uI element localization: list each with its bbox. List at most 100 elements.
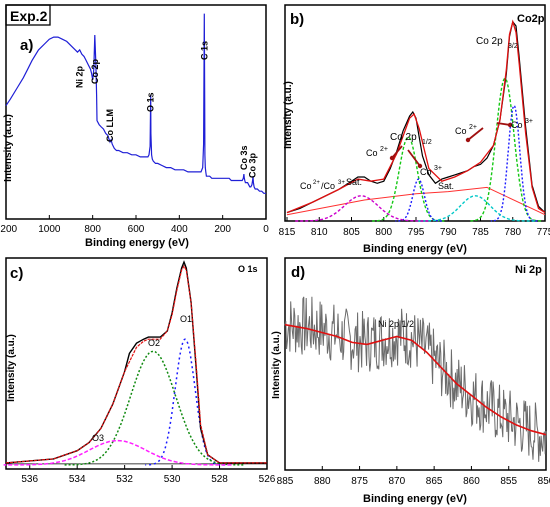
component-peak-sat2 [294,195,429,222]
plot-frame [284,4,546,222]
peak-label: /Co [321,181,335,191]
x-tick-label: 780 [504,227,521,238]
x-tick-label: 800 [84,224,101,235]
component-peak-co2 [372,136,445,222]
x-tick-label: 885 [277,476,294,487]
component-label: O3 [92,433,104,443]
x-axis-label: Binding energy (eV) [85,237,189,249]
fit-line [286,19,546,214]
corner-label: Co2p [517,13,545,25]
fit-line [5,264,267,464]
peak-annotation: Ni 2p 1/2 [378,319,414,329]
x-tick-label: 795 [408,227,425,238]
x-tick-label: 880 [314,476,331,487]
superscript: 3+ [338,180,345,186]
x-tick-label: 865 [426,476,443,487]
x-tick-label: 536 [21,474,38,485]
arrow-head-icon [465,137,471,143]
peak-annotation: Co 3p [248,152,258,178]
title-box [5,4,51,26]
superscript: 3+ [525,118,533,125]
panel-b: b) Co2p Intensity (a.u.) Binding energy … [279,4,550,255]
peak-annotation: Ni 2p [75,65,85,88]
x-tick-label: 200 [214,224,231,235]
peak-label: Co [420,167,432,177]
peak-label-subscript: 3/2 [508,43,518,50]
panel-label: a) [20,37,33,54]
panel-label: b) [290,11,304,28]
peak-label: Co 2p [390,132,417,143]
x-tick-label: 870 [389,476,406,487]
peak-label: Co [366,148,378,158]
x-tick-label: 528 [211,474,228,485]
satellite-label: Sat. [438,181,454,191]
x-tick-label: 790 [440,227,457,238]
x-tick-label: 875 [351,476,368,487]
peak-label: Co 2p [476,36,503,47]
x-tick-label: 805 [343,227,360,238]
panel-a: Exp.2 a) Intensity (a.u.) Binding energy… [0,4,269,249]
background-line [286,186,546,216]
panel-d: d) Ni 2p Intensity (a.u.) Binding energy… [271,257,550,505]
peak-annotation: Co 3s [239,145,249,170]
component-label: O1 [180,314,192,324]
x-tick-label: 810 [311,227,328,238]
x-tick-label: 800 [375,227,392,238]
component-peak-o2 [62,350,244,466]
y-axis-label: Intensity (a.u.) [6,334,17,402]
component-peak-co3 [395,178,442,222]
component-label: O2 [148,338,160,348]
arrow-icon [407,149,421,167]
peak-annotation: Co LLM [105,109,115,142]
x-tick-label: 775 [537,227,550,238]
figure-title: Exp.2 [10,8,48,24]
x-tick-label: 1000 [38,224,61,235]
experimental-line [5,260,267,464]
corner-label: O 1s [238,264,258,274]
superscript: 3+ [434,165,442,172]
peak-label: Co [455,126,467,136]
x-tick-label: 860 [463,476,480,487]
peak-annotations: Co 2p 3/2 Co 2p 1/2 Co 2+ Co 3+ Co 2+ Co… [300,36,533,191]
panel-c: c) O 1s Intensity (a.u.) 536 534 532 530 528… [3,257,276,485]
arrow-icon [467,127,484,141]
x-tick-label: 850 [538,476,550,487]
y-axis-label: Intensity (a.u.) [271,331,282,399]
fit-line [284,323,547,436]
y-axis-label: Intensity (a.u.) [283,81,294,149]
x-tick-label: 1200 [0,224,18,235]
peak-label: Co [511,120,523,130]
x-tick-label: 526 [259,474,276,485]
plot-frame [5,257,268,470]
x-tick-label: 855 [500,476,517,487]
y-axis-label: Intensity (a.u.) [3,114,14,182]
arrow-icon [391,145,403,159]
component-peak-co2 [468,77,542,222]
survey-spectrum-line [5,13,266,194]
component-peak-o3 [3,439,232,466]
peak-annotation: C 1s [199,41,209,60]
corner-label: Ni 2p [515,264,542,276]
x-tick-label: 532 [116,474,133,485]
component-peak-sat1 [416,195,535,222]
satellite-label: Sat. [346,177,362,187]
component-peak-co3 [490,104,538,222]
x-tick-label: 534 [69,474,86,485]
peak-label: Co [300,181,312,191]
peak-annotation: Co 2p [90,58,100,84]
x-tick-label: 600 [128,224,145,235]
panel-label: c) [10,265,23,282]
arrow-head-icon [507,122,513,128]
superscript: 2+ [313,180,320,186]
x-tick-label: 785 [472,227,489,238]
x-tick-label: 815 [279,227,296,238]
component-peak-o1 [145,338,225,466]
x-tick-label: 0 [263,224,269,235]
arrow-head-icon [389,155,395,161]
plot-frame [284,257,547,471]
x-tick-label: 400 [171,224,188,235]
peak-annotation: O 1s [146,92,156,112]
panel-label: d) [291,264,305,281]
x-axis-label: Binding energy (eV) [363,243,467,255]
